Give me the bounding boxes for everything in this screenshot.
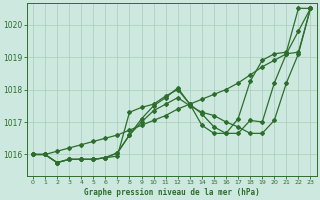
X-axis label: Graphe pression niveau de la mer (hPa): Graphe pression niveau de la mer (hPa) xyxy=(84,188,260,197)
